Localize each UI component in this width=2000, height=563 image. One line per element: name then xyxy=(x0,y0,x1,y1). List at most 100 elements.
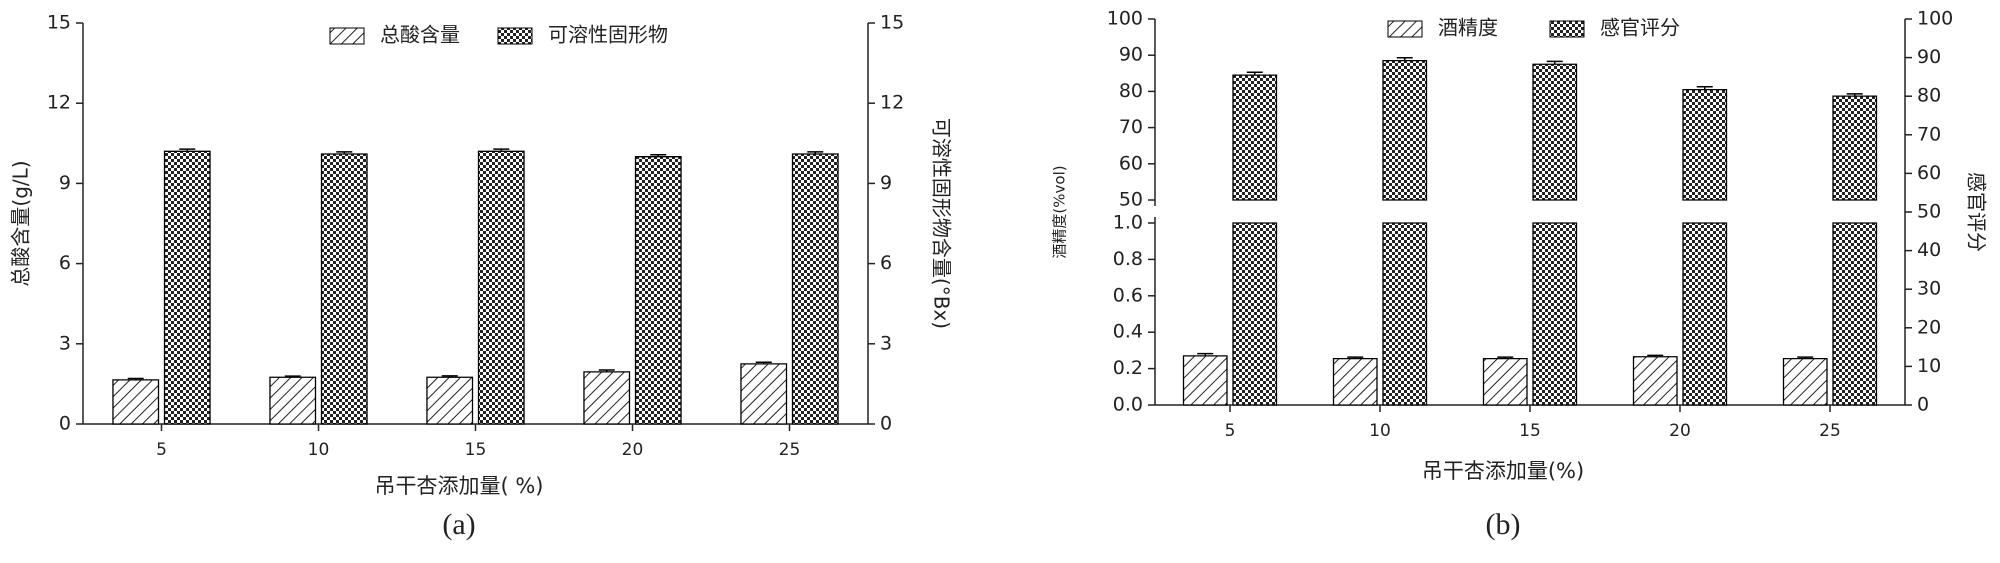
y-tick-label: 100 xyxy=(1107,8,1143,30)
bar xyxy=(426,376,474,425)
bar xyxy=(634,156,682,425)
error-bar xyxy=(1497,356,1514,359)
error-bar xyxy=(441,375,458,378)
bar xyxy=(1332,357,1378,406)
error-bar xyxy=(493,148,510,152)
error-bar xyxy=(1696,85,1713,90)
x-axis-label: 吊干杏添加量( %) xyxy=(374,474,543,498)
x-tick-label: 15 xyxy=(1519,421,1541,441)
error-bar xyxy=(1246,71,1263,76)
y2-tick-label: 0 xyxy=(1917,394,1929,416)
bar xyxy=(1232,74,1278,406)
y2-tick-label: 90 xyxy=(1917,46,1941,68)
y2-tick-label: 100 xyxy=(1917,8,1953,30)
y-tick-label: 0.8 xyxy=(1113,248,1143,270)
bar xyxy=(791,153,839,425)
error-bar xyxy=(650,154,667,157)
y2-tick-label: 60 xyxy=(1917,162,1941,184)
y-tick-label: 0.2 xyxy=(1113,357,1143,379)
bar xyxy=(1632,356,1678,406)
legend-label: 感官评分 xyxy=(1600,16,1680,40)
legend-swatch xyxy=(1549,20,1585,38)
y-tick-label: 70 xyxy=(1119,116,1143,138)
error-bar xyxy=(1396,56,1413,61)
bar xyxy=(1382,59,1428,406)
y-axis-label: 酒精度(%vol) xyxy=(1051,165,1069,258)
y2-tick-label: 20 xyxy=(1917,316,1941,338)
bar xyxy=(1482,357,1528,406)
legend-swatch xyxy=(1387,20,1423,38)
y-tick-label: 15 xyxy=(47,12,71,34)
bar xyxy=(583,371,631,425)
y-axis-label: 总酸含量(g/L) xyxy=(9,160,33,286)
y-tick-label: 1.0 xyxy=(1113,212,1143,234)
x-tick-label: 25 xyxy=(1819,421,1841,441)
legend-label: 总酸含量 xyxy=(380,23,460,47)
error-bar xyxy=(1347,356,1364,359)
x-tick-label: 10 xyxy=(308,440,330,460)
x-tick-label: 25 xyxy=(779,440,801,460)
y2-tick-label: 30 xyxy=(1917,278,1941,300)
error-bar xyxy=(807,151,824,154)
bar xyxy=(1682,88,1728,406)
y-tick-label: 90 xyxy=(1119,44,1143,66)
x-tick-label: 20 xyxy=(1669,421,1691,441)
bar xyxy=(163,150,211,425)
x-tick-label: 15 xyxy=(465,440,487,460)
y-tick-label: 0.0 xyxy=(1113,394,1143,416)
legend-swatch xyxy=(497,27,533,45)
y-tick-label: 0.4 xyxy=(1113,321,1143,343)
error-bar xyxy=(1797,356,1814,359)
legend-label: 酒精度 xyxy=(1438,16,1498,40)
y2-tick-label: 0 xyxy=(880,413,892,435)
bar xyxy=(1182,355,1228,406)
bar xyxy=(1832,95,1878,406)
error-bar xyxy=(1546,60,1563,65)
bar xyxy=(1782,357,1828,406)
x-tick-label: 5 xyxy=(156,440,167,460)
error-bar xyxy=(755,361,772,364)
x-axis-label: 吊干杏添加量(%) xyxy=(1422,459,1584,483)
y-tick-label: 12 xyxy=(47,92,71,114)
x-tick-label: 5 xyxy=(1225,421,1236,441)
y2-axis-label: 可溶性固形物含量(°Bx) xyxy=(930,118,954,329)
y2-tick-label: 40 xyxy=(1917,239,1941,261)
y2-tick-label: 15 xyxy=(880,12,904,34)
y-tick-label: 50 xyxy=(1119,189,1143,211)
error-bar xyxy=(1197,352,1214,356)
legend-swatch xyxy=(329,27,365,45)
y2-tick-label: 3 xyxy=(880,332,892,354)
y2-tick-label: 70 xyxy=(1917,123,1941,145)
error-bar xyxy=(284,375,301,378)
y2-axis-label: 感官评分 xyxy=(1965,172,1989,252)
panel-label: (a) xyxy=(442,508,475,541)
error-bar xyxy=(336,151,353,154)
y2-tick-label: 9 xyxy=(880,172,892,194)
y-tick-label: 9 xyxy=(59,172,71,194)
y2-tick-label: 50 xyxy=(1917,201,1941,223)
y-tick-label: 0 xyxy=(59,413,71,435)
y-tick-label: 0.6 xyxy=(1113,284,1143,306)
error-bar xyxy=(598,369,615,372)
y2-tick-label: 80 xyxy=(1917,85,1941,107)
panel-label: (b) xyxy=(1486,508,1521,541)
x-tick-label: 20 xyxy=(622,440,644,460)
bar xyxy=(112,379,160,425)
error-bar xyxy=(127,377,144,380)
bar xyxy=(1532,63,1578,406)
y2-tick-label: 6 xyxy=(880,252,892,274)
error-bar xyxy=(1647,354,1664,357)
x-tick-label: 10 xyxy=(1369,421,1391,441)
bar xyxy=(477,150,525,425)
y-tick-label: 60 xyxy=(1119,152,1143,174)
y-tick-label: 3 xyxy=(59,332,71,354)
legend-label: 可溶性固形物 xyxy=(548,23,668,47)
error-bar xyxy=(179,148,196,152)
y-tick-label: 80 xyxy=(1119,80,1143,102)
y2-tick-label: 10 xyxy=(1917,355,1941,377)
y-tick-label: 6 xyxy=(59,252,71,274)
bar xyxy=(269,376,317,425)
y2-tick-label: 12 xyxy=(880,92,904,114)
error-bar xyxy=(1846,93,1863,97)
